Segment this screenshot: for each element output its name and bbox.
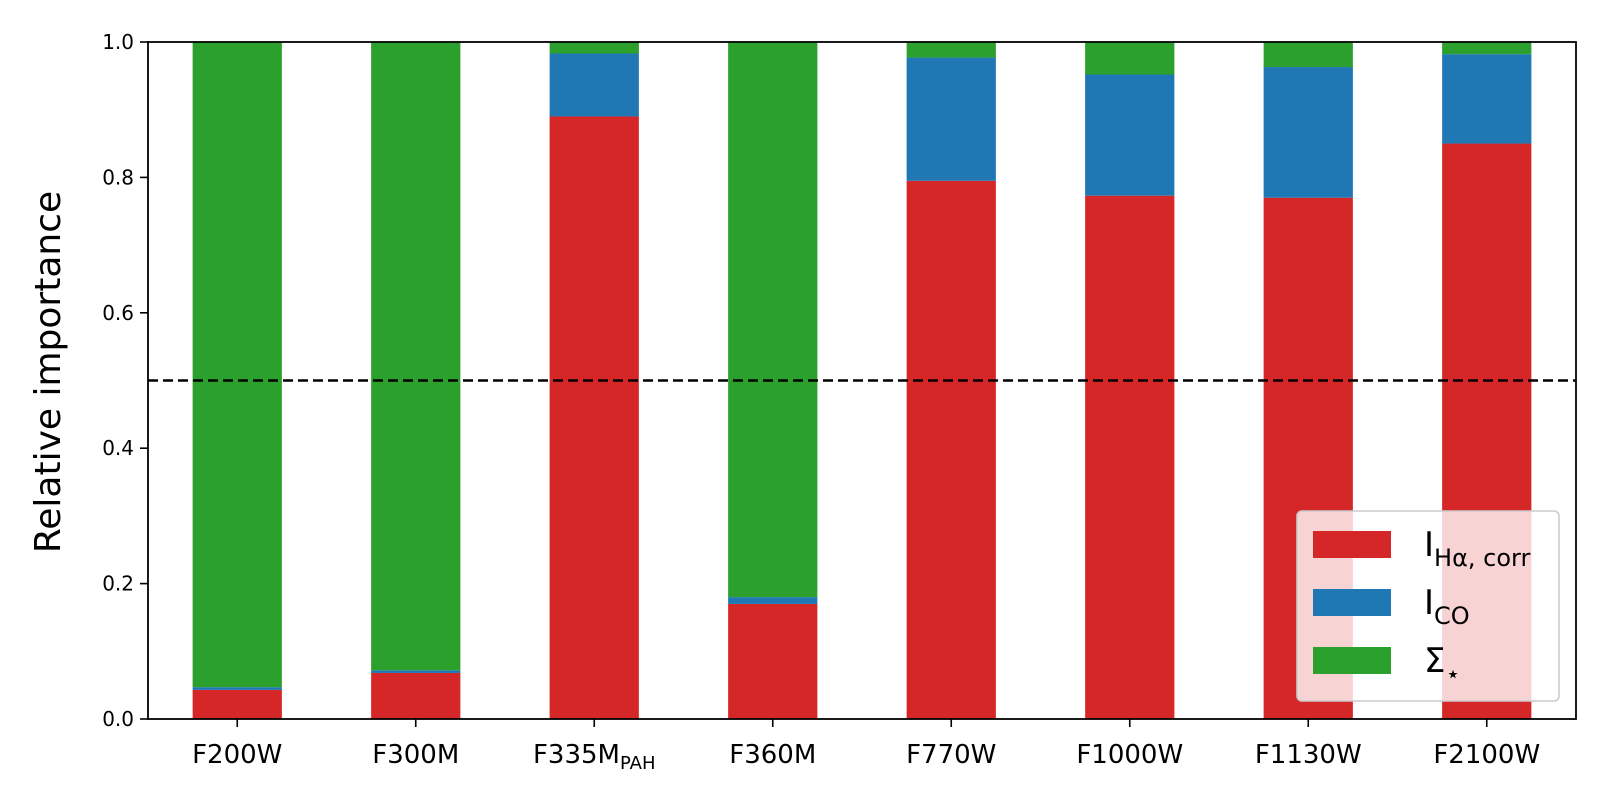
legend-swatch bbox=[1313, 647, 1391, 674]
bar-f300m-series-0 bbox=[371, 672, 461, 719]
y-tick-label: 0.4 bbox=[102, 436, 134, 460]
y-axis-title: Relative importance bbox=[28, 191, 69, 553]
y-tick-label: 0.6 bbox=[102, 301, 134, 325]
bar-f200w-series-0 bbox=[192, 689, 282, 719]
x-tick-label: F360M bbox=[729, 740, 816, 770]
bar-f1130w-series-2 bbox=[1263, 42, 1353, 68]
bar-f335m_pah-series-0 bbox=[549, 116, 639, 720]
x-tick-label: F770W bbox=[906, 740, 996, 770]
bar-f2100w-series-2 bbox=[1442, 42, 1532, 55]
bar-f1000w-series-2 bbox=[1085, 42, 1175, 75]
y-tick-label: 0.8 bbox=[102, 165, 134, 189]
bar-f300m-series-1 bbox=[371, 670, 461, 673]
bar-f1000w-series-1 bbox=[1085, 74, 1175, 196]
legend-label: IHα, corr bbox=[1424, 525, 1530, 572]
bar-f1000w-series-0 bbox=[1085, 195, 1175, 719]
x-tick-label: F1000W bbox=[1076, 740, 1183, 770]
y-tick-label: 1.0 bbox=[102, 30, 134, 54]
x-tick-label: F1130W bbox=[1255, 740, 1362, 770]
x-tick-label: F335MPAH bbox=[533, 740, 656, 774]
x-tick-label: F200W bbox=[192, 740, 282, 770]
y-tick-label: 0.2 bbox=[102, 572, 134, 596]
legend-label: ICO bbox=[1424, 583, 1470, 630]
bar-f2100w-series-1 bbox=[1442, 54, 1532, 144]
bar-f335m_pah-series-2 bbox=[549, 42, 639, 54]
bar-f770w-series-2 bbox=[906, 42, 996, 58]
x-labels-layer: F200W F300M F335MPAH F360M F770W F1000W F1130W… bbox=[192, 719, 1540, 774]
bar-f360m-series-2 bbox=[728, 42, 818, 598]
y-tick-label: 0.0 bbox=[102, 707, 134, 731]
axes-layer bbox=[147, 41, 1577, 720]
bar-f1130w-series-1 bbox=[1263, 67, 1353, 198]
bar-f770w-series-1 bbox=[906, 57, 996, 181]
bar-f360m-series-1 bbox=[728, 597, 818, 604]
bar-f200w-series-2 bbox=[192, 42, 282, 688]
legend-label: Σ⋆ bbox=[1424, 641, 1461, 688]
axes-frame bbox=[147, 41, 1577, 720]
bar-f335m_pah-series-1 bbox=[549, 53, 639, 117]
legend-swatch bbox=[1313, 589, 1391, 616]
legend: IHα, corr ICO Σ⋆ bbox=[1296, 510, 1560, 702]
x-tick-label: F300M bbox=[372, 740, 459, 770]
bar-f770w-series-0 bbox=[906, 180, 996, 719]
bar-f300m-series-2 bbox=[371, 42, 461, 671]
bar-f200w-series-1 bbox=[192, 687, 282, 690]
x-tick-label: F2100W bbox=[1433, 740, 1540, 770]
bar-f360m-series-0 bbox=[728, 603, 818, 719]
legend-swatch bbox=[1313, 531, 1391, 558]
y-ticks-layer: 0.0 0.2 0.4 0.6 0.8 1.0 bbox=[102, 30, 148, 731]
